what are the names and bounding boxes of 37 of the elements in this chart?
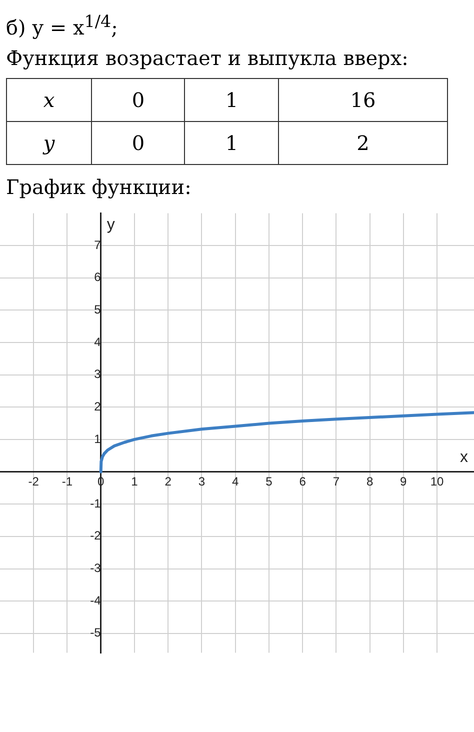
x-tick-label: 10 bbox=[430, 474, 444, 488]
y-tick-label: -1 bbox=[90, 496, 102, 510]
x-tick-label: 3 bbox=[198, 474, 206, 488]
y-tick-label: -4 bbox=[90, 593, 102, 608]
y-tick-label: 5 bbox=[94, 302, 102, 316]
text: x bbox=[6, 78, 92, 122]
y-tick-label: 1 bbox=[94, 431, 102, 446]
y-axis-title: y bbox=[106, 216, 115, 234]
text: Функция возрастает и выпукла вверх: bbox=[6, 46, 410, 70]
x-tick-label: 1 bbox=[131, 474, 138, 488]
y-tick-label: 4 bbox=[94, 334, 102, 348]
text: б) y = x$^{1/4}$; bbox=[6, 12, 119, 40]
y-tick-label: 7 bbox=[94, 237, 102, 252]
y-tick-label: -5 bbox=[90, 625, 102, 640]
text: y bbox=[6, 121, 92, 164]
y-tick-label: 2 bbox=[94, 399, 102, 414]
text: 0 bbox=[92, 121, 185, 164]
x-tick-label: -2 bbox=[28, 474, 40, 488]
x-tick-label: 8 bbox=[366, 474, 374, 488]
x-tick-label: 5 bbox=[266, 474, 273, 488]
x-tick-label: 2 bbox=[164, 474, 172, 488]
x-tick-label: 6 bbox=[299, 474, 306, 488]
text: 1 bbox=[184, 121, 278, 164]
x-tick-label: 4 bbox=[232, 474, 239, 488]
text: 2 bbox=[278, 121, 448, 164]
text: 1 bbox=[184, 78, 278, 122]
x-axis-title: x bbox=[460, 448, 468, 466]
y-tick-label: 3 bbox=[94, 366, 102, 381]
x-tick-label: -1 bbox=[62, 474, 73, 488]
x-tick-label: 9 bbox=[400, 474, 408, 488]
text: 16 bbox=[278, 78, 448, 122]
y-tick-label: -2 bbox=[90, 528, 102, 542]
chart-title: График функции: bbox=[5, 174, 192, 201]
text: 0 bbox=[92, 78, 185, 122]
y-tick-label: 6 bbox=[94, 270, 102, 284]
x-tick-label: 7 bbox=[332, 474, 340, 488]
y-tick-label: -3 bbox=[90, 560, 102, 575]
